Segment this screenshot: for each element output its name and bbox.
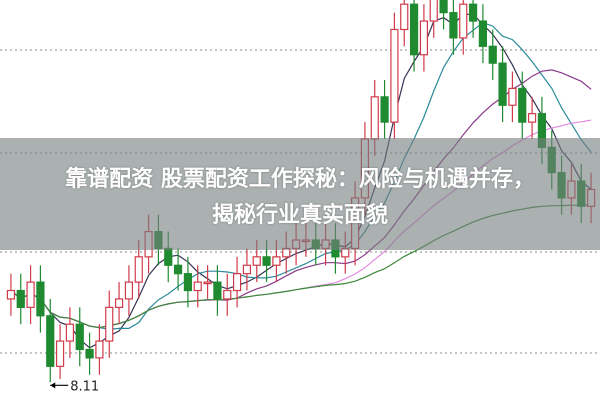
candle-body — [164, 247, 173, 266]
candle-body — [468, 3, 478, 22]
candle-body — [203, 281, 212, 285]
title-banner — [0, 138, 600, 250]
candle-body — [527, 113, 537, 123]
candle-body — [262, 256, 271, 266]
candle-body — [518, 87, 527, 123]
candle-body — [252, 256, 261, 266]
candle-body — [223, 289, 232, 300]
candle-body — [124, 281, 134, 300]
candle-body — [232, 273, 242, 292]
candle-body — [173, 264, 183, 275]
candle-body — [36, 281, 45, 317]
candle-body — [449, 12, 458, 39]
candle-body — [95, 340, 104, 359]
candle-body — [429, 0, 438, 22]
candle-body — [134, 256, 143, 283]
candle-body — [85, 348, 94, 359]
candle-body — [419, 20, 429, 56]
candle-body — [478, 20, 488, 47]
candle-body — [75, 323, 84, 351]
candle-body — [370, 96, 379, 140]
title-line-2: 揭秘行业真实面貌 — [211, 203, 388, 228]
low-price-label: 8.11 — [70, 379, 99, 394]
candle-body — [488, 45, 497, 64]
candle-body — [242, 264, 252, 275]
candle-body — [105, 306, 114, 342]
candle-body — [459, 3, 468, 39]
candle-body — [498, 62, 507, 106]
article-title: 靠谱配资 股票配资工作探秘：风险与机遇并存， 揭秘行业真实面貌 — [0, 162, 600, 234]
title-line-1: 靠谱配资 股票配资工作探秘：风险与机遇并存， — [65, 167, 535, 192]
candle-body — [65, 323, 75, 342]
candle-body — [193, 281, 202, 292]
candle-body — [439, 0, 448, 14]
candle-body — [409, 3, 419, 56]
candle-body — [400, 3, 409, 31]
candle-body — [390, 28, 399, 123]
candle-body — [183, 273, 193, 292]
candle-body — [26, 281, 35, 308]
low-marker-arrowhead — [50, 382, 56, 389]
candle-body — [213, 281, 222, 300]
candle-body — [16, 289, 25, 308]
candle-body — [46, 315, 55, 367]
candle-body — [114, 298, 124, 308]
candle-body — [272, 256, 281, 266]
candle-body — [6, 289, 16, 300]
candle-body — [508, 87, 517, 106]
candle-body — [380, 96, 389, 123]
candle-body — [55, 340, 65, 367]
